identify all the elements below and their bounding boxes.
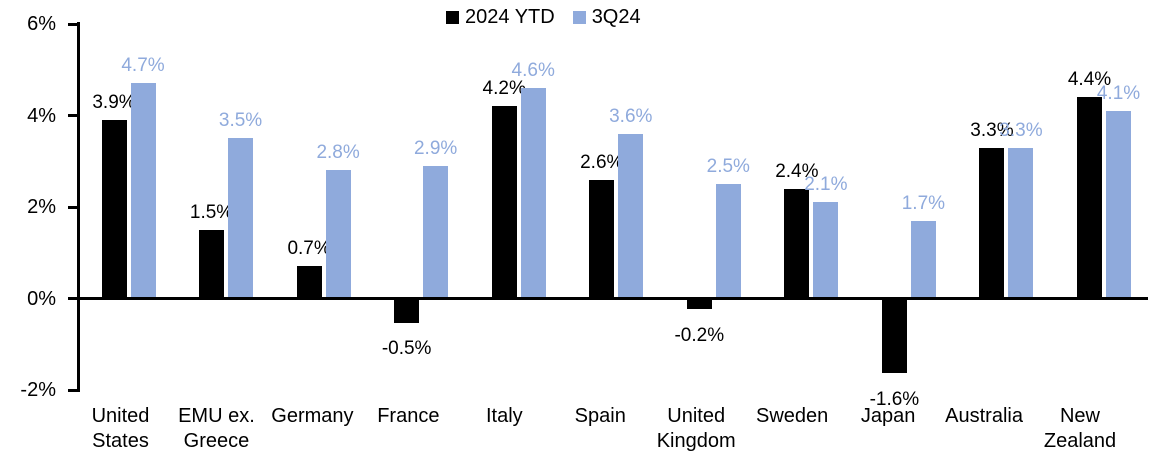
bar-2024-ytd-new-zealand (1077, 97, 1102, 299)
bar-2024-ytd-united-states (101, 120, 127, 299)
value-label-2024-ytd-italy: 4.2% (482, 78, 526, 100)
y-axis-tick (68, 114, 77, 117)
y-tick-label-0: 0% (27, 287, 56, 310)
legend-label-2024-ytd: 2024 YTD (465, 6, 555, 28)
bar-2024-ytd-sweden (784, 188, 810, 299)
category-label-japan: Japan (860, 405, 916, 427)
bar-3q24-australia (1008, 147, 1034, 299)
value-label-3q24-australia: 3.3% (999, 119, 1043, 141)
value-label-2024-ytd-united-kingdom: -0.2% (674, 324, 725, 346)
y-tick-label-2: 2% (27, 196, 56, 218)
category-label-italy: Italy (485, 405, 523, 427)
value-label-2024-ytd-united-states: 3.9% (92, 92, 136, 114)
bar-2024-ytd-germany (296, 266, 322, 299)
zero-baseline (77, 297, 1148, 300)
bar-3q24-new-zealand (1106, 110, 1131, 299)
value-label-3q24-france: 2.9% (413, 137, 458, 159)
value-label-3q24-spain: 3.6% (609, 105, 653, 127)
category-label-united-kingdom: United Kingdom (656, 405, 736, 452)
legend-swatch-3q24-icon (572, 10, 586, 24)
category-label-sweden: Sweden (756, 405, 829, 427)
y-axis-line (77, 22, 80, 392)
bar-2024-ytd-japan (881, 300, 907, 374)
value-label-3q24-united-states: 4.7% (121, 55, 165, 77)
bar-3q24-sweden (813, 202, 839, 299)
value-label-3q24-emu-ex-greece: 3.5% (218, 110, 263, 132)
y-tick-label-6: 6% (27, 13, 56, 35)
bar-2024-ytd-france (394, 300, 420, 323)
y-axis-tick (68, 22, 77, 26)
value-label-2024-ytd-australia: 3.3% (970, 119, 1014, 141)
value-label-2024-ytd-emu-ex-greece: 1.5% (189, 201, 234, 223)
value-label-2024-ytd-spain: 2.6% (580, 151, 624, 173)
value-label-2024-ytd-japan: -1.6% (869, 388, 920, 410)
legend-label-3q24: 3Q24 (591, 6, 641, 28)
bar-2024-ytd-spain (589, 179, 615, 299)
bar-2024-ytd-united-kingdom (686, 300, 712, 310)
category-label-france: France (377, 405, 440, 427)
category-label-australia: Australia (945, 405, 1023, 427)
category-label-united-states: United States (91, 405, 150, 452)
category-label-spain: Spain (574, 405, 626, 427)
value-label-3q24-italy: 4.6% (511, 60, 555, 82)
bar-3q24-germany (325, 170, 351, 299)
bar-3q24-united-states (130, 83, 156, 299)
legend: 2024 YTD 3Q24 (446, 6, 641, 28)
y-axis-tick (68, 205, 77, 209)
value-label-3q24-new-zealand: 4.1% (1096, 82, 1141, 104)
legend-swatch-2024-ytd-icon (446, 10, 459, 24)
value-label-2024-ytd-germany: 0.7% (287, 238, 331, 260)
y-tick-label-4: 4% (27, 104, 56, 127)
value-label-3q24-united-kingdom: 2.5% (706, 156, 750, 178)
bar-3q24-spain (618, 133, 644, 299)
value-label-3q24-sweden: 2.1% (804, 174, 848, 196)
bar-3q24-united-kingdom (715, 184, 741, 299)
category-label-germany: Germany (271, 405, 354, 427)
y-axis-tick (68, 297, 77, 300)
value-label-3q24-germany: 2.8% (316, 142, 360, 164)
value-label-2024-ytd-new-zealand: 4.4% (1067, 69, 1112, 91)
bar-2024-ytd-italy (491, 106, 517, 299)
y-tick-label-2: -2% (20, 379, 56, 401)
bar-3q24-italy (520, 88, 546, 299)
legend-item-2024-ytd: 2024 YTD (446, 6, 555, 28)
bar-3q24-japan (910, 220, 936, 299)
y-axis-tick (68, 388, 77, 392)
bar-3q24-france (423, 165, 449, 299)
category-label-new-zealand: New Zealand (1043, 405, 1117, 452)
value-label-3q24-japan: 1.7% (901, 192, 946, 214)
legend-item-3q24: 3Q24 (572, 6, 641, 28)
value-label-2024-ytd-sweden: 2.4% (775, 160, 819, 182)
category-label-emu-ex-greece: EMU ex. Greece (178, 405, 255, 452)
bar-2024-ytd-australia (979, 147, 1005, 299)
bar-3q24-emu-ex-greece (228, 138, 254, 299)
bar-2024-ytd-emu-ex-greece (199, 229, 225, 299)
value-label-2024-ytd-france: -0.5% (381, 338, 432, 360)
